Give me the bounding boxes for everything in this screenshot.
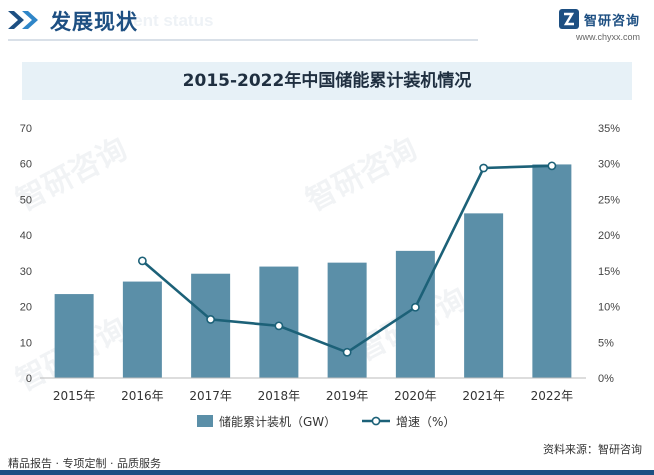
y-right-tick-label: 25% — [598, 194, 620, 206]
y-left-tick-label: 10 — [20, 337, 32, 349]
chart-plot: 0 10 20 30 40 50 60 70 0% 5% 10% 15% 20% 25% 30% 35% 201… — [20, 123, 620, 429]
legend-line-label: 增速（%） — [396, 415, 455, 429]
bar-2017年 — [191, 273, 231, 378]
y-right-tick-label: 5% — [598, 337, 614, 349]
chart-title-band: 2015-2022年中国储能累计装机情况 — [22, 62, 632, 100]
footer-slogan: 精品报告 · 专项定制 · 品质服务 — [8, 457, 161, 470]
y-left-tick-label: 50 — [20, 194, 32, 206]
growth-rate-point — [342, 347, 352, 357]
growth-rate-point — [206, 315, 216, 324]
x-tick-label: 2018年 — [258, 389, 301, 403]
x-tick-label: 2015年 — [53, 389, 96, 403]
x-tick-label: 2021年 — [462, 389, 505, 403]
brand-name: 智研咨询 — [583, 13, 640, 29]
bar-2020年 — [395, 250, 435, 378]
brand-url: www.chyxx.com — [575, 32, 640, 42]
source-note: 资料来源：智研咨询 — [543, 443, 642, 456]
growth-rate-point — [274, 321, 284, 331]
y-left-tick-label: 30 — [20, 266, 32, 278]
legend-bar-swatch — [197, 415, 213, 427]
growth-rate-point — [479, 163, 489, 173]
bar-2021年 — [464, 213, 504, 378]
y-left-tick-label: 40 — [20, 230, 32, 242]
x-tick-label: 2020年 — [394, 389, 437, 403]
page-title: 发展现状 — [50, 10, 138, 34]
growth-rate-point — [410, 302, 420, 312]
header-divider — [8, 39, 478, 41]
brand: 智研咨询 — [558, 8, 640, 30]
y-left-tick-label: 20 — [20, 302, 32, 314]
y-right-tick-label: 30% — [598, 159, 620, 171]
y-right-tick-label: 15% — [598, 266, 620, 278]
y-right-tick-label: 10% — [598, 302, 620, 314]
legend-bar-label: 储能累计装机（GW） — [219, 414, 336, 429]
x-tick-label: 2017年 — [189, 389, 232, 403]
bar-2015年 — [54, 294, 94, 378]
header-subtitle: ment status — [118, 11, 214, 30]
legend-line-marker — [371, 416, 381, 426]
growth-rate-point — [137, 256, 147, 266]
y-right-tick-label: 20% — [598, 230, 620, 242]
y-left-tick-label: 70 — [20, 123, 32, 135]
bar-2022年 — [532, 164, 572, 378]
chart-title: 2015-2022年中国储能累计装机情况 — [182, 71, 472, 91]
y-right-tick-label: 35% — [598, 123, 620, 135]
bar-2019年 — [327, 262, 367, 378]
chevron-right-icon — [8, 11, 38, 29]
brand-logo-icon — [558, 9, 579, 29]
x-tick-label: 2022年 — [531, 389, 574, 403]
bar-2016年 — [122, 281, 162, 378]
x-tick-label: 2016年 — [121, 389, 164, 403]
header: ment status 发展现状 智研咨询 www.chyxx.com — [0, 0, 654, 44]
footer-bar — [0, 470, 654, 475]
y-right-tick-label: 0% — [598, 373, 614, 385]
x-tick-label: 2019年 — [326, 389, 369, 403]
growth-rate-point — [547, 161, 557, 171]
y-left-tick-label: 0 — [26, 373, 32, 385]
y-left-tick-label: 60 — [20, 159, 32, 171]
